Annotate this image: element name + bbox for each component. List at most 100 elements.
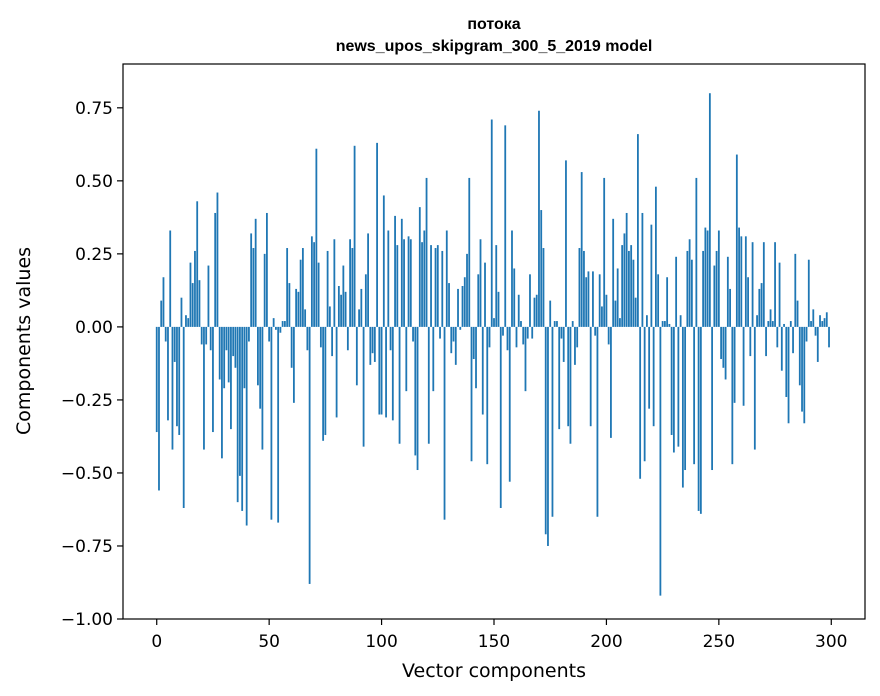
bar <box>317 262 320 327</box>
bar <box>637 134 639 327</box>
bar <box>391 326 394 421</box>
bar <box>407 236 410 327</box>
bar <box>717 230 720 327</box>
bar <box>493 318 495 327</box>
bar <box>562 326 565 362</box>
bar <box>607 326 610 345</box>
bar <box>160 300 163 327</box>
bar <box>409 239 412 327</box>
bar <box>747 277 749 327</box>
bar <box>774 242 776 327</box>
bar <box>182 326 185 508</box>
bar <box>416 326 419 471</box>
bar <box>576 326 579 348</box>
bar <box>726 256 729 327</box>
bar <box>771 321 774 327</box>
bar <box>819 315 821 327</box>
bar <box>292 326 295 403</box>
bar <box>571 321 574 327</box>
bar <box>713 265 716 327</box>
chart-title-line-2: news_upos_skipgram_300_5_2019 model <box>336 38 653 55</box>
bar <box>241 326 244 511</box>
bar <box>767 321 770 327</box>
bar <box>342 265 345 327</box>
bar <box>162 277 165 327</box>
bar <box>432 326 435 392</box>
bar <box>515 326 518 348</box>
bar <box>639 326 642 479</box>
bar <box>729 288 731 327</box>
bar <box>654 186 657 327</box>
bar <box>479 239 482 327</box>
bar <box>693 326 696 465</box>
x-tick-label: 100 <box>365 632 397 652</box>
chart-title-line-1: потока <box>467 16 520 33</box>
bar <box>810 321 812 327</box>
bar <box>358 309 360 327</box>
bar <box>252 248 255 327</box>
bar <box>634 297 637 327</box>
bar <box>828 326 830 348</box>
bar <box>540 210 543 327</box>
bar <box>659 326 662 596</box>
y-tick-label: −0.25 <box>61 391 113 411</box>
bar <box>396 245 399 327</box>
bar <box>535 294 538 327</box>
bar <box>423 230 426 327</box>
x-tick-label: 0 <box>151 632 162 652</box>
bar <box>695 177 698 327</box>
bar <box>744 236 747 327</box>
bar <box>580 172 583 327</box>
bar <box>322 326 325 441</box>
bar <box>378 326 381 415</box>
bar <box>715 250 718 327</box>
bar <box>708 93 711 327</box>
y-tick-label: −0.50 <box>61 464 113 484</box>
y-tick-label: −1.00 <box>61 610 113 630</box>
bar <box>531 326 534 339</box>
y-axis-label: Components values <box>13 247 35 435</box>
bar <box>308 326 311 584</box>
bar <box>360 288 363 327</box>
bar <box>578 248 581 327</box>
bar <box>412 326 414 342</box>
bar <box>583 250 585 327</box>
bar <box>169 230 172 327</box>
bar <box>625 212 628 327</box>
bar <box>513 268 516 327</box>
bar <box>589 326 592 427</box>
bar <box>661 321 664 327</box>
bar <box>547 326 549 546</box>
bar <box>477 274 480 327</box>
bar <box>646 315 648 327</box>
bar <box>194 250 196 327</box>
bar <box>376 142 378 327</box>
bar <box>421 242 423 327</box>
bar <box>355 326 358 386</box>
bar <box>257 326 259 386</box>
bar <box>187 318 190 327</box>
bar <box>776 326 779 348</box>
bar <box>475 326 477 389</box>
bar <box>506 326 509 351</box>
bar <box>684 326 687 471</box>
bar <box>340 294 342 327</box>
bar <box>585 277 588 327</box>
y-tick-label: 0.00 <box>75 318 113 338</box>
plot-frame <box>122 63 866 620</box>
bar <box>272 318 275 327</box>
bar <box>735 154 738 327</box>
bar <box>394 215 396 327</box>
y-tick-label: 0.25 <box>75 245 113 265</box>
bar <box>706 230 709 327</box>
bar <box>297 291 300 327</box>
x-tick-label: 200 <box>590 632 622 652</box>
bar <box>551 326 554 517</box>
bar <box>632 259 635 327</box>
bar <box>560 326 563 339</box>
bar <box>610 326 612 438</box>
bar <box>481 326 484 415</box>
bar <box>319 326 322 348</box>
bar <box>670 326 673 435</box>
